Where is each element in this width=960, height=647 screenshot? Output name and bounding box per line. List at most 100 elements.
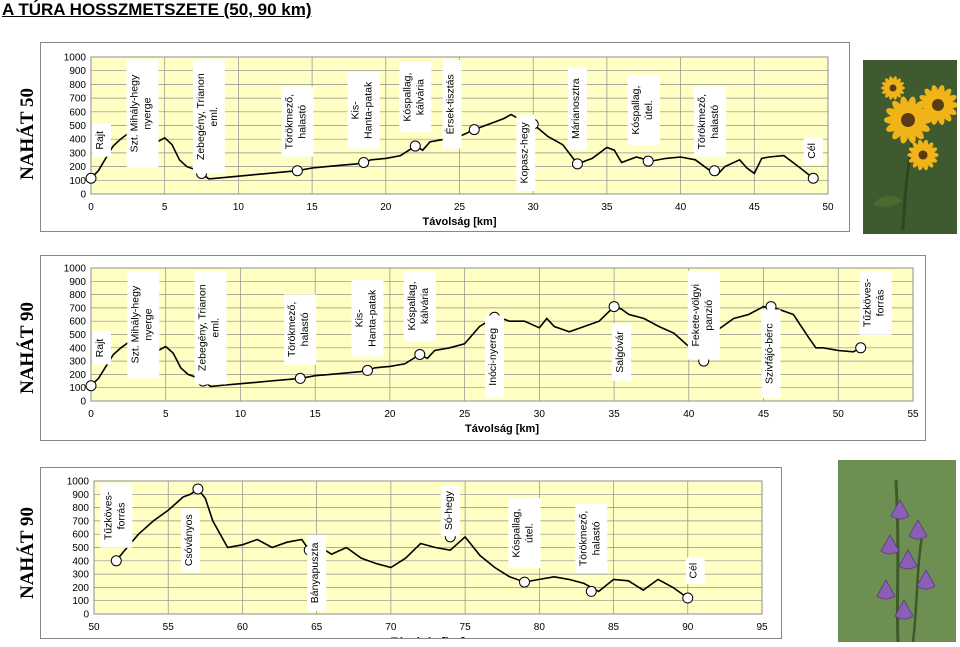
- waypoint-label-text: útel.: [524, 523, 536, 543]
- y-tick-label: 900: [72, 490, 89, 501]
- waypoint-marker: [682, 592, 694, 604]
- waypoint-marker: [855, 342, 867, 354]
- waypoint-label: Törökmező, halastó: [284, 294, 317, 365]
- x-tick-label: 45: [758, 409, 770, 420]
- x-tick-label: 5: [163, 409, 169, 420]
- waypoint-label-text: nyerge: [142, 97, 154, 129]
- y-tick-label: 200: [69, 370, 86, 381]
- waypoint-label: Kis- Hanta-patak: [351, 280, 384, 357]
- y-tick-label: 800: [72, 503, 89, 514]
- waypoint-label: Zebegény, Trianon eml.: [194, 270, 227, 385]
- waypoint-marker: [642, 155, 654, 167]
- y-tick-label: 900: [69, 66, 86, 77]
- waypoint-label: Salgóvár: [612, 323, 632, 381]
- chart-nahat-90-part2: 0 100 200 300 400 500 600 700 800 900 1000 50 55 60 65…: [67, 477, 768, 647]
- y-tick-label: 700: [69, 94, 86, 105]
- y-tick-label: 800: [69, 290, 86, 301]
- waypoint-label: Só-hegy: [440, 484, 460, 537]
- waypoint-label: Szt. Mihály-hegy nyerge: [127, 271, 160, 379]
- waypoint-marker: [110, 555, 122, 567]
- y-tick-label: 400: [69, 135, 86, 146]
- x-tick-label: 20: [380, 202, 392, 213]
- waypoint-label-text: Csóványos: [183, 514, 195, 566]
- waypoint-marker: [409, 140, 421, 152]
- page-title: A TÚRA HOSSZMETSZETE (50, 90 km): [2, 0, 312, 19]
- waypoint-label-text: halastó: [296, 105, 308, 139]
- waypoint-marker: [361, 364, 373, 376]
- waypoint-label-text: halastó: [590, 521, 602, 555]
- y-tick-label: 500: [72, 543, 89, 554]
- x-tick-label: 50: [833, 409, 845, 420]
- waypoint-label-text: Érsek-tisztás: [444, 74, 457, 134]
- waypoint-label: Szt. Mihály-hegy nyerge: [126, 60, 159, 168]
- waypoint-label: Törökmező, halastó: [694, 86, 727, 157]
- waypoint-marker: [414, 348, 426, 360]
- x-tick-label: 45: [749, 202, 761, 213]
- x-tick-label: 35: [601, 202, 613, 213]
- waypoint-marker: [85, 380, 97, 392]
- y-tick-label: 0: [83, 610, 89, 621]
- x-axis-label: Távolság [km]: [423, 216, 497, 228]
- x-tick-label: 10: [235, 409, 247, 420]
- waypoint-label-text: Só-hegy: [443, 490, 455, 530]
- waypoint-label: Rajt: [92, 331, 111, 365]
- waypoint-label: Kóspallag, kálvária: [399, 62, 432, 133]
- x-tick-label: 85: [608, 622, 620, 633]
- waypoint-label-text: Törökmező,: [283, 94, 295, 149]
- waypoint-label-text: Kóspallag,: [406, 281, 418, 330]
- waypoint-label-text: Márianosztra: [570, 78, 582, 139]
- waypoint-label-text: Szt. Mihály-hegy: [129, 74, 141, 152]
- y-tick-label: 700: [72, 516, 89, 527]
- waypoint-label: Tűzköves-forrás: [100, 484, 133, 548]
- y-tick-label: 300: [69, 357, 86, 368]
- waypoint-label-text: Zebegény, Trianon: [195, 73, 207, 160]
- y-tick-label: 600: [72, 530, 89, 541]
- chart-panel-2: 0 100 200 300 400 500 600 700 800 900 1000 0 5 10 15 20…: [40, 255, 926, 441]
- waypoint-marker: [608, 301, 620, 313]
- waypoint-label-text: Cél: [806, 143, 818, 159]
- y-tick-label: 500: [69, 330, 86, 341]
- x-tick-label: 0: [88, 202, 94, 213]
- x-tick-label: 30: [528, 202, 540, 213]
- waypoint-label: Bányapuszta: [307, 534, 327, 611]
- yellow-sunflower-photo: [863, 60, 959, 234]
- y-tick-label: 300: [72, 570, 89, 581]
- x-tick-label: 0: [88, 409, 94, 420]
- waypoint-label-text: Salgóvár: [614, 331, 626, 373]
- waypoint-label-text: Hanta-patak: [363, 81, 375, 139]
- y-tick-label: 600: [69, 107, 86, 118]
- waypoint-label-text: Kis-: [354, 309, 366, 328]
- waypoint-marker: [571, 158, 583, 170]
- waypoint-label-text: útel.: [643, 100, 655, 120]
- elevation-line: [90, 305, 862, 388]
- waypoint-label-text: Tűzköves-: [102, 491, 114, 540]
- waypoint-label: Tűzköves-forrás: [859, 271, 892, 335]
- waypoint-label: Kis- Hanta-patak: [347, 72, 380, 149]
- x-tick-label: 60: [237, 622, 249, 633]
- x-tick-label: 90: [682, 622, 694, 633]
- y-tick-label: 0: [80, 397, 86, 408]
- x-tick-label: 40: [675, 202, 687, 213]
- x-tick-label: 30: [534, 409, 546, 420]
- waypoint-label-text: Rajt: [94, 131, 106, 150]
- waypoint-label-text: Inóci-nyereg: [487, 328, 499, 386]
- waypoint-label-text: Kopasz-hegy: [518, 122, 530, 184]
- waypoint-label: Fekete-völgyi panzió: [687, 271, 720, 360]
- waypoint-label: Érsek-tisztás: [442, 60, 462, 149]
- waypoint-marker: [358, 156, 370, 168]
- x-axis-label: Távolság [km]: [391, 636, 465, 638]
- x-tick-label: 80: [534, 622, 546, 633]
- y-tick-label: 200: [72, 583, 89, 594]
- waypoint-label: Inóci-nyereg: [485, 315, 504, 399]
- waypoint-marker: [468, 124, 480, 136]
- y-tick-label: 700: [69, 303, 86, 314]
- waypoint-label-text: nyerge: [142, 308, 154, 340]
- chart-panel-3: 0 100 200 300 400 500 600 700 800 900 1000 50 55 60 65…: [40, 467, 782, 647]
- x-tick-label: 15: [307, 202, 319, 213]
- waypoint-label-text: Szt. Mihály-hegy: [129, 285, 141, 363]
- elevation-line: [90, 113, 814, 180]
- waypoint-marker: [192, 483, 204, 495]
- waypoint-label: Zebegény, Trianon eml.: [192, 59, 225, 174]
- waypoint-label-text: forrás: [115, 502, 127, 529]
- y-tick-label: 0: [80, 190, 86, 201]
